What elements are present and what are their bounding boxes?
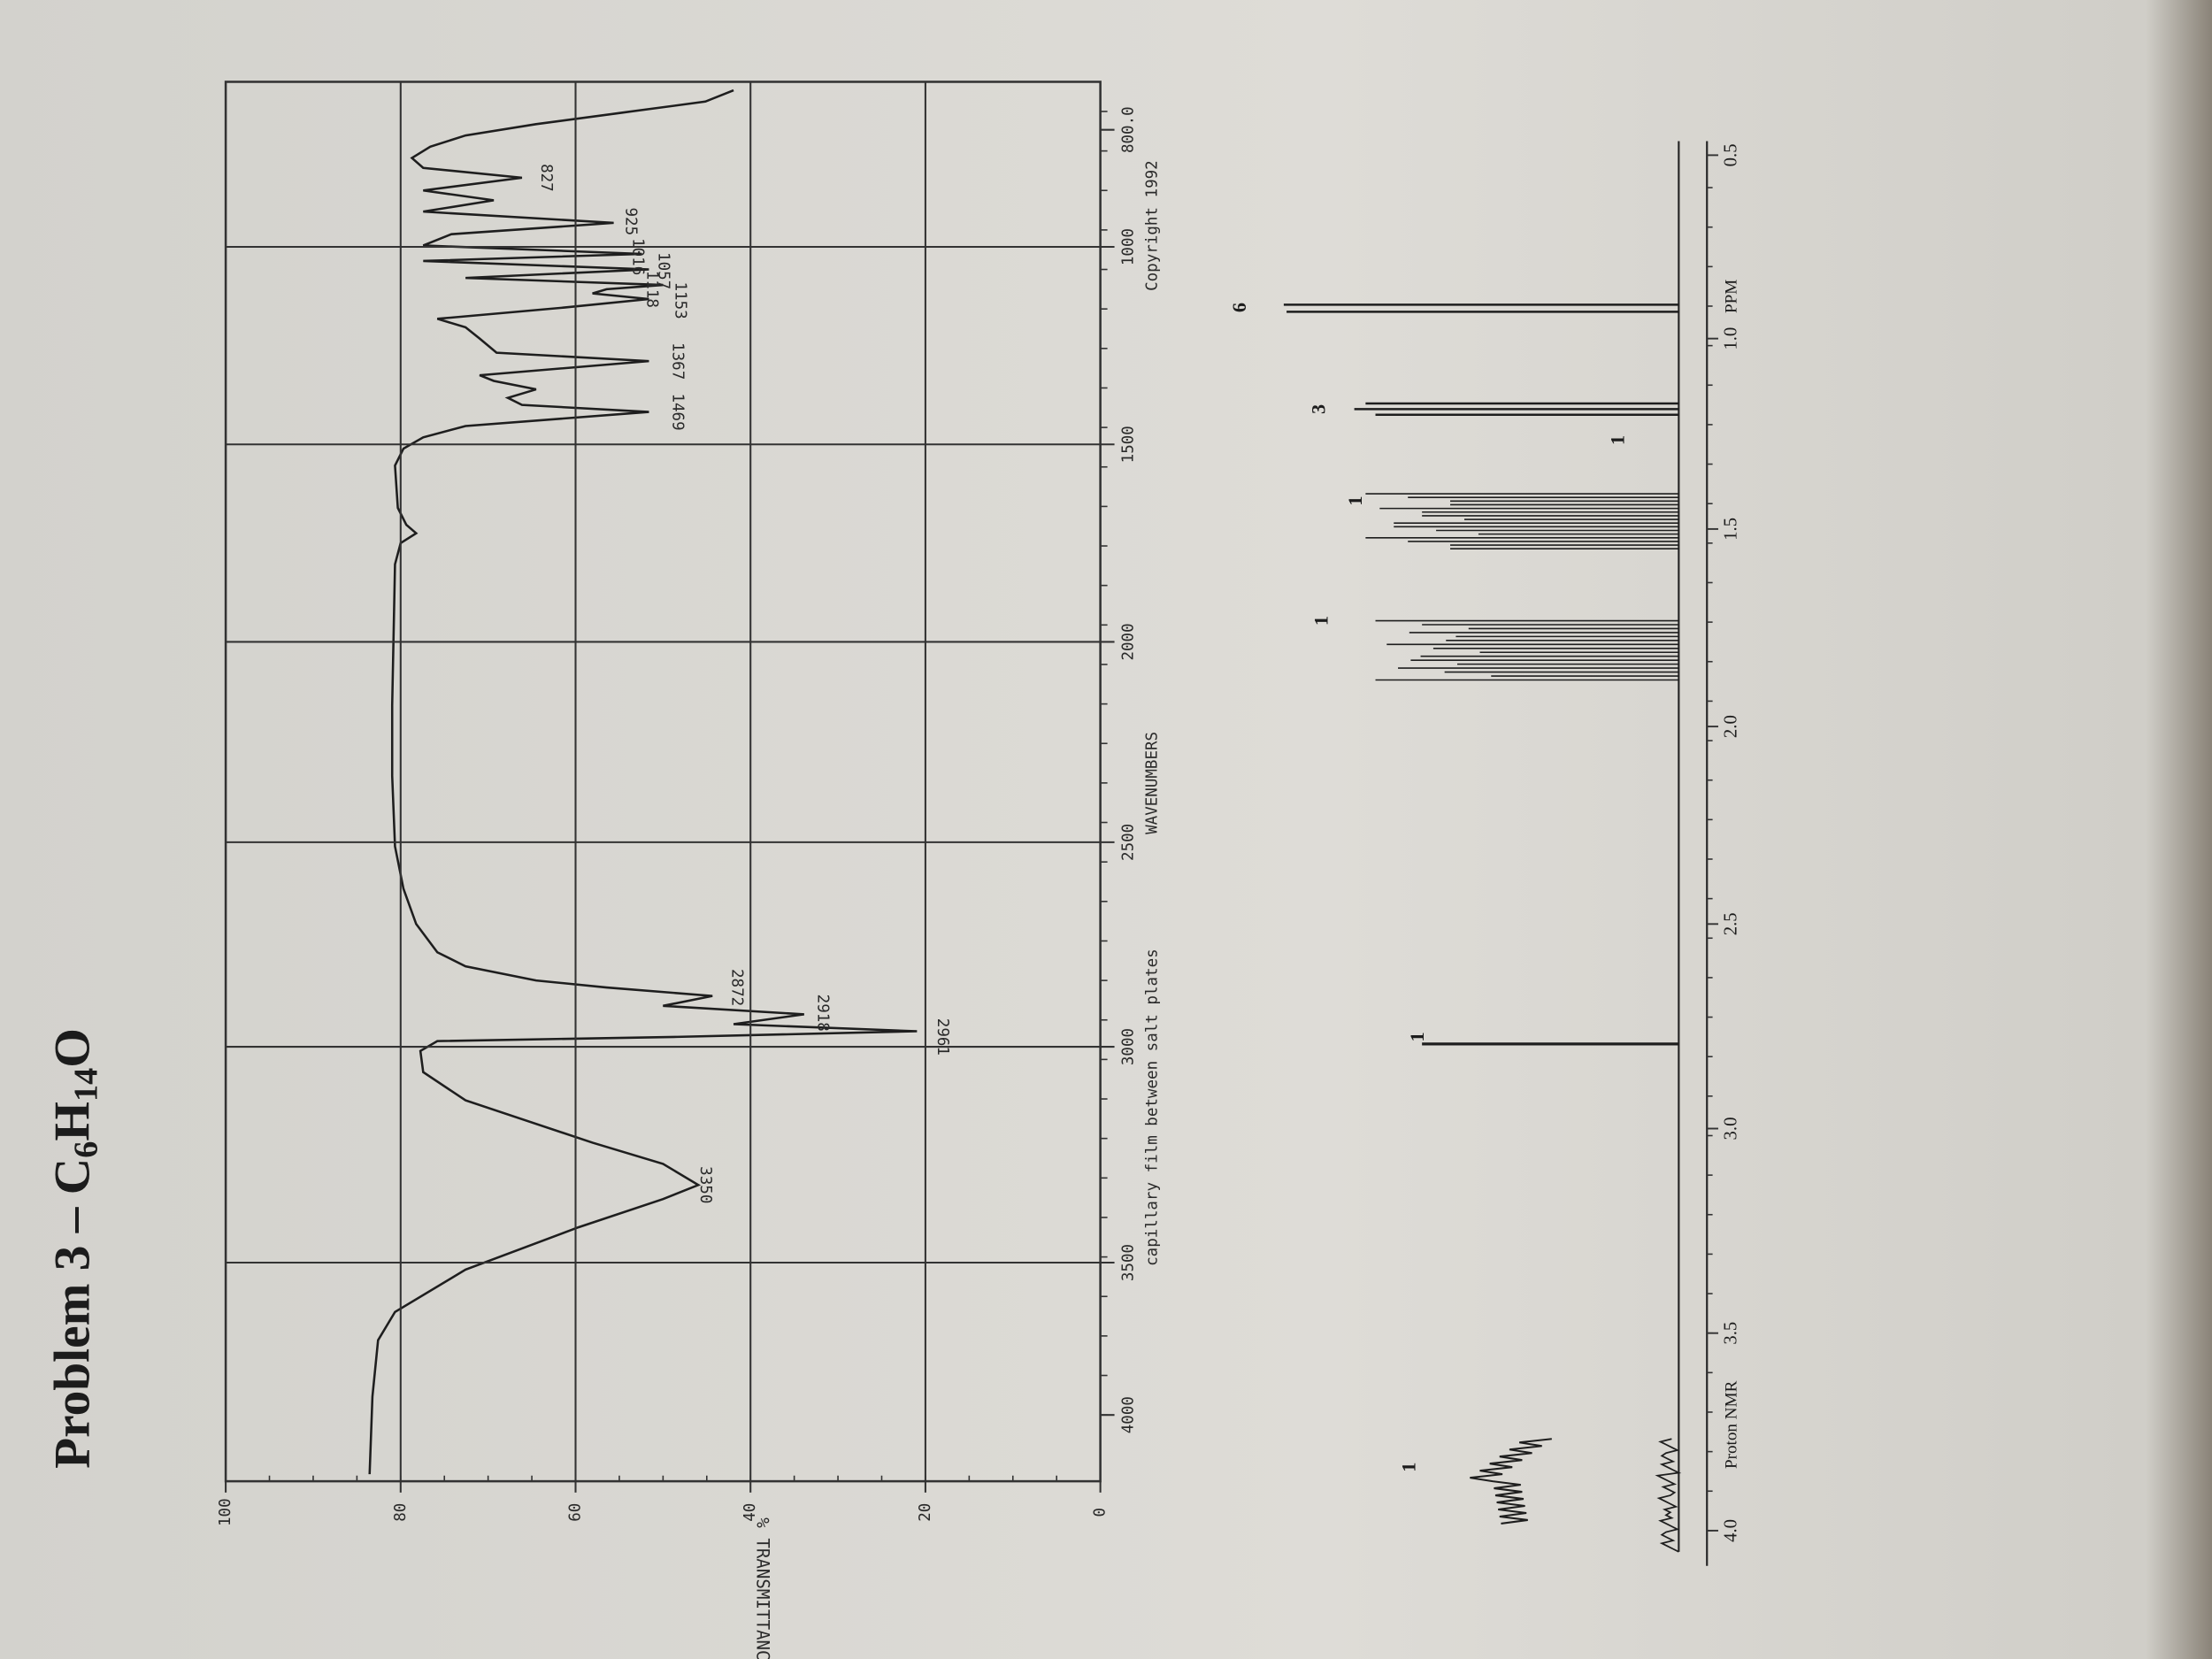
ir-note: capillary film between salt plates (1144, 949, 1162, 1266)
ir-y-tick-label: 40 (741, 1503, 759, 1522)
ir-x-tick-label: 2000 (1120, 623, 1138, 660)
nmr-tick-label: 4.0 (1722, 1519, 1741, 1542)
ir-peak-label: 2918 (814, 995, 832, 1032)
nmr-instrument: Proton NMR (1722, 1380, 1740, 1469)
ir-y-tick-label: 0 (1092, 1508, 1110, 1517)
nmr-tick-label: 0.5 (1722, 143, 1741, 166)
ir-x-tick-label: 3000 (1120, 1028, 1138, 1065)
ir-peak-label: 827 (537, 164, 555, 192)
nmr-integration-label: 6 (1228, 303, 1250, 312)
ir-peak-label: 1016 (629, 238, 647, 275)
ir-peak-label: 1367 (668, 342, 686, 380)
ir-x-tick-label: 1500 (1120, 426, 1138, 463)
ir-x-tick-label: 2500 (1120, 824, 1138, 861)
title-text: Problem 3 – C (45, 1158, 101, 1469)
ir-y-tick-label: 100 (217, 1498, 234, 1526)
page-title: Problem 3 – C6H14O (45, 1028, 104, 1469)
nmr-integration-label: 1 (1406, 1032, 1428, 1041)
title-text: O (45, 1028, 101, 1068)
nmr-integration-label: 1 (1344, 495, 1366, 505)
nmr-integration-label: 3 (1307, 404, 1329, 414)
ir-peak-label: 2961 (933, 1018, 951, 1056)
ir-peak-label: 2872 (727, 969, 745, 1006)
nmr-integration-label: 1 (1606, 435, 1628, 445)
title-text: H (45, 1102, 101, 1141)
ir-y-tick-label: 80 (392, 1503, 410, 1522)
nmr-tick-label: 3.5 (1722, 1322, 1741, 1345)
nmr-tick-label: 1.0 (1722, 327, 1741, 350)
ir-y-tick-label: 60 (567, 1503, 585, 1522)
ir-peak-label: 1118 (643, 271, 661, 308)
nmr-multiplet (1655, 1438, 1682, 1553)
ir-peak-label: 1057 (654, 252, 672, 289)
ir-copyright: Copyright 1992 (1144, 160, 1162, 291)
nmr-tick-label: 1.5 (1722, 518, 1741, 541)
nmr-tick-label: 3.0 (1722, 1118, 1741, 1141)
nmr-tick-label: 2.0 (1722, 715, 1741, 738)
title-subscript: 6 (67, 1141, 104, 1158)
ir-x-tick-label: 800.0 (1120, 106, 1138, 153)
ir-x-tick-label: 1000 (1120, 228, 1138, 265)
nmr-integration-label: 1 (1310, 616, 1333, 626)
ir-peak-label: 3350 (696, 1166, 714, 1203)
nmr-integration-label: 1 (1398, 1463, 1420, 1472)
ir-x-tick-label: 4000 (1120, 1396, 1138, 1433)
ir-x-axis-label: WAVENUMBERS (1144, 732, 1162, 834)
nmr-tick-label: 2.5 (1722, 912, 1741, 935)
nmr-unit: PPM (1722, 280, 1740, 313)
ir-x-tick-label: 3500 (1120, 1244, 1138, 1281)
ir-peak-label: 1469 (668, 393, 686, 430)
ir-spectrum-curve (368, 88, 918, 1475)
nmr-expansion-trace (1470, 1438, 1552, 1525)
ir-peak-label: 925 (622, 207, 640, 235)
ir-y-tick-label: 20 (917, 1503, 934, 1522)
ir-y-axis-label: % TRANSMITTANCE (752, 1517, 772, 1659)
ir-peak-label: 1153 (671, 282, 688, 319)
title-subscript: 14 (67, 1068, 104, 1102)
